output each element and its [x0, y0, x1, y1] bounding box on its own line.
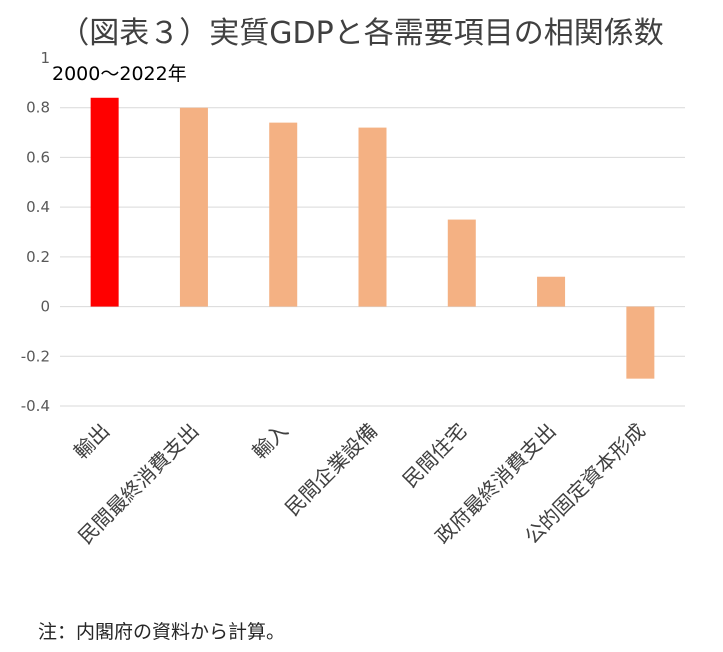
y-tick-label: 0.4 [26, 198, 50, 216]
bar [358, 127, 387, 307]
category-label: 輸入 [247, 419, 292, 464]
bars [90, 97, 655, 379]
y-tick-label: 0.6 [26, 148, 50, 166]
chart-title: （図表３）実質GDPと各需要項目の相関係数 [59, 16, 664, 51]
category-label: 民間企業設備 [280, 419, 382, 521]
bar [269, 122, 298, 307]
y-tick-label: 0 [40, 298, 50, 316]
y-tick-label: -0.2 [21, 347, 50, 365]
bar [626, 306, 655, 379]
source-note: 注：内閣府の資料から計算。 [38, 621, 286, 643]
bar [537, 276, 566, 307]
y-tick-label: -0.4 [21, 397, 50, 415]
y-axis-ticks: -0.4 -0.2 0 0.2 0.4 0.6 0.8 1 [21, 49, 50, 415]
bar [90, 97, 119, 307]
chart-subtitle: 2000〜2022年 [52, 63, 187, 85]
bar [447, 219, 476, 307]
y-tick-label: 0.2 [26, 248, 50, 266]
category-label: 民間住宅 [398, 419, 472, 493]
category-label: 輸出 [69, 419, 114, 464]
y-tick-label: 0.8 [26, 99, 50, 117]
y-tick-label: 1 [40, 49, 50, 67]
bar [179, 107, 208, 307]
